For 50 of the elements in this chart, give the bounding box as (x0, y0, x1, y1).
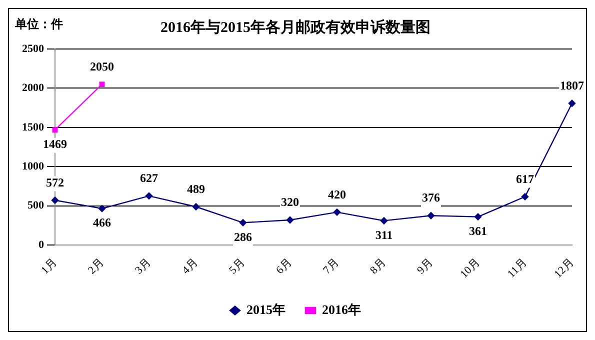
x-tick-label: 11月 (505, 256, 530, 280)
y-tick-label: 500 (28, 200, 44, 212)
x-tick-label: 8月 (368, 256, 388, 277)
point (286, 216, 294, 224)
data-label: 361 (469, 224, 487, 238)
point (145, 192, 153, 200)
x-tick-label: 2月 (86, 256, 106, 277)
data-label: 617 (516, 172, 534, 186)
legend-label: 2016年 (322, 302, 361, 317)
point (99, 82, 105, 88)
y-tick-label: 1000 (22, 160, 44, 173)
data-label: 572 (46, 175, 64, 190)
y-tick-label: 1500 (22, 121, 44, 134)
x-tick-label: 4月 (180, 256, 200, 277)
point (521, 193, 529, 200)
data-label: 1469 (43, 136, 67, 151)
y-axis-title: 单位：件 (14, 17, 63, 32)
legend-label: 2015年 (246, 302, 286, 317)
point (333, 208, 341, 216)
y-tick-label: 2000 (22, 82, 44, 94)
x-tick-label: 12月 (552, 256, 576, 280)
chart-title: 2016年与2015年各月邮政有效申诉数量图 (160, 18, 430, 36)
data-label: 466 (93, 216, 111, 230)
data-label: 489 (187, 182, 205, 196)
y-tick-label: 2500 (22, 42, 44, 55)
x-tick-label: 7月 (321, 256, 342, 277)
point (51, 196, 59, 204)
point (192, 203, 200, 210)
point (98, 204, 106, 212)
y-tick-label: 0 (38, 238, 44, 251)
x-tick-label: 5月 (227, 256, 248, 277)
point (474, 213, 482, 220)
x-tick-label: 10月 (458, 256, 482, 280)
data-label: 2050 (90, 59, 114, 74)
data-label: 627 (140, 171, 158, 186)
x-tick-label: 6月 (274, 256, 294, 277)
point (380, 217, 388, 224)
data-label: 420 (328, 187, 346, 202)
x-tick-label: 1月 (39, 256, 60, 277)
data-label: 286 (234, 230, 252, 244)
x-tick-label: 3月 (133, 256, 154, 277)
point (52, 127, 58, 133)
point (568, 100, 576, 107)
data-label: 320 (281, 195, 299, 210)
data-label: 311 (375, 228, 393, 242)
point (427, 212, 435, 220)
x-tick-label: 9月 (415, 256, 436, 277)
data-label: 376 (422, 190, 440, 205)
data-label: 1807 (560, 78, 584, 92)
point (239, 219, 247, 226)
